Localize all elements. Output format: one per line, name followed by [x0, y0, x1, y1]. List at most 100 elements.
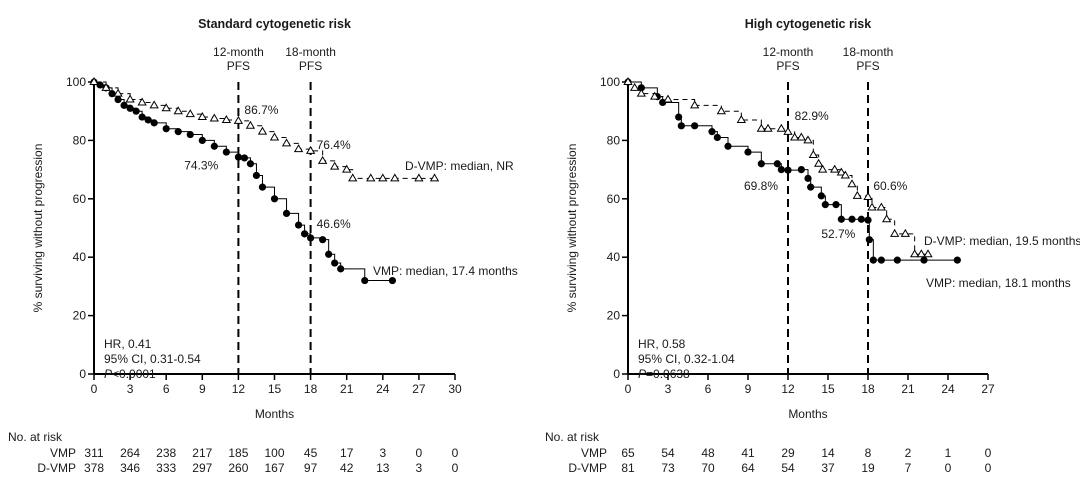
censor-marker-triangle — [716, 106, 727, 115]
at-risk-value: 17 — [340, 446, 354, 460]
median-label: D-VMP: median, NR — [405, 159, 514, 173]
at-risk-value: 297 — [192, 461, 212, 475]
at-risk-value: 167 — [264, 461, 284, 475]
y-tick-label: 60 — [607, 192, 621, 206]
x-tick-label: 21 — [901, 382, 915, 396]
at-risk-value: 185 — [228, 446, 248, 460]
at-risk-row-label: VMP — [581, 446, 607, 460]
pfs-percent-label: 52.7% — [821, 227, 855, 241]
at-risk-value: 3 — [379, 446, 386, 460]
censor-marker-triangle — [783, 126, 793, 135]
censor-marker-triangle — [863, 192, 873, 201]
at-risk-value: 217 — [192, 446, 212, 460]
x-tick-label: 6 — [163, 382, 170, 396]
censor-marker-triangle — [803, 135, 813, 144]
censor-marker-circle — [920, 256, 928, 264]
pfs-label-line1: 12-month — [763, 45, 814, 59]
censor-marker-triangle — [101, 82, 111, 91]
censor-marker-circle — [282, 209, 291, 217]
x-tick-label: 18 — [304, 382, 318, 396]
censor-marker-triangle — [789, 132, 800, 141]
censor-marker-circle — [797, 166, 805, 174]
x-tick-label: 21 — [340, 382, 354, 396]
censor-marker-circle — [893, 256, 901, 264]
censor-marker-circle — [857, 215, 865, 223]
censor-marker-triangle — [269, 132, 280, 141]
at-risk-value: 97 — [304, 461, 318, 475]
censor-marker-triangle — [233, 115, 244, 124]
y-tick-label: 80 — [607, 133, 621, 147]
censor-marker-triangle — [763, 123, 773, 132]
censor-marker-triangle — [736, 114, 747, 123]
censor-marker-triangle — [649, 91, 660, 100]
pfs-label-line2: PFS — [856, 59, 879, 73]
x-tick-label: 0 — [91, 382, 98, 396]
at-risk-value: 311 — [84, 446, 103, 460]
censor-marker-circle — [804, 174, 812, 182]
censor-marker-triangle — [113, 88, 123, 97]
pfs-percent-label: 46.6% — [317, 217, 351, 231]
censor-marker-triangle — [847, 179, 857, 188]
censor-marker-triangle — [342, 164, 352, 173]
censor-marker-circle — [784, 166, 792, 174]
censor-marker-triangle — [257, 126, 268, 135]
censor-marker-circle — [744, 148, 752, 156]
confidence-interval: 95% CI, 0.31-0.54 — [104, 352, 201, 366]
censor-marker-circle — [832, 201, 840, 209]
censor-marker-triangle — [836, 167, 847, 176]
censor-marker-circle — [108, 90, 116, 98]
censor-marker-circle — [724, 142, 732, 150]
at-risk-value: 48 — [701, 446, 715, 460]
y-tick-label: 20 — [607, 309, 621, 323]
censor-marker-triangle — [629, 82, 640, 91]
at-risk-value: 13 — [376, 461, 390, 475]
chart-title: High cytogenetic risk — [745, 17, 871, 31]
censor-marker-circle — [953, 256, 961, 264]
x-axis-label: Months — [255, 407, 294, 421]
x-tick-label: 0 — [625, 382, 632, 396]
hazard-ratio: HR, 0.41 — [104, 337, 152, 351]
censor-marker-triangle — [867, 202, 877, 211]
x-tick-label: 27 — [981, 382, 995, 396]
censor-marker-circle — [144, 116, 152, 124]
at-risk-value: 65 — [621, 446, 635, 460]
at-risk-value: 81 — [621, 461, 635, 475]
censor-marker-circle — [198, 136, 206, 144]
censor-marker-triangle — [829, 164, 840, 173]
censor-marker-triangle — [900, 228, 911, 237]
at-risk-value: 1 — [945, 446, 952, 460]
censor-marker-circle — [210, 142, 218, 150]
at-risk-value: 37 — [821, 461, 835, 475]
censor-marker-triangle — [808, 150, 819, 158]
at-risk-value: 0 — [985, 461, 992, 475]
y-tick-label: 40 — [73, 250, 87, 264]
censor-marker-triangle — [245, 120, 256, 129]
censor-marker-triangle — [305, 145, 316, 154]
censor-marker-circle — [325, 250, 333, 258]
censor-marker-triangle — [636, 88, 647, 97]
x-tick-label: 12 — [781, 382, 795, 396]
y-tick-label: 100 — [66, 75, 86, 89]
censor-marker-circle — [388, 276, 397, 285]
pfs-percent-label: 82.9% — [795, 109, 829, 123]
censor-marker-circle — [675, 113, 683, 121]
censor-marker-triangle — [348, 173, 358, 182]
censor-marker-circle — [691, 122, 699, 130]
censor-marker-triangle — [689, 100, 700, 109]
censor-marker-circle — [713, 133, 721, 142]
x-tick-label: 27 — [412, 382, 426, 396]
censor-marker-triangle — [663, 94, 673, 103]
at-risk-value: 2 — [905, 446, 912, 460]
pfs-label-line2: PFS — [227, 59, 250, 73]
censor-marker-circle — [877, 256, 885, 264]
at-risk-value: 29 — [781, 446, 795, 460]
at-risk-value: 0 — [452, 461, 459, 475]
p-value-number: =0.0638 — [646, 367, 690, 381]
chart-title: Standard cytogenetic risk — [198, 17, 351, 31]
at-risk-value: 73 — [661, 461, 675, 475]
x-tick-label: 6 — [705, 382, 712, 396]
at-risk-value: 42 — [340, 461, 354, 475]
censor-marker-triangle — [916, 249, 927, 258]
